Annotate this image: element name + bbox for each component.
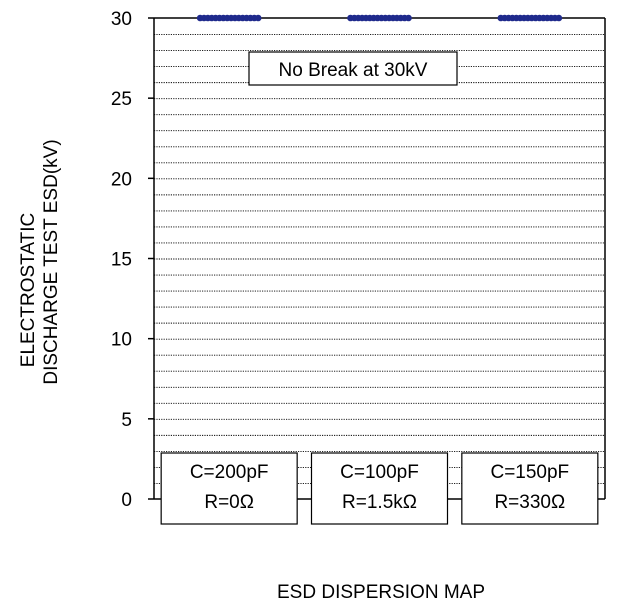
y-tick-label: 25 xyxy=(111,89,132,110)
annotation-box xyxy=(248,51,458,86)
group-label-capacitance: C=200pF xyxy=(190,462,269,483)
group-label-resistance: R=0Ω xyxy=(204,492,254,513)
group-box xyxy=(461,452,599,525)
annotation-layer: No Break at 30kV xyxy=(248,51,458,86)
group-label-resistance: R=330Ω xyxy=(494,492,565,513)
group-label-capacitance: C=150pF xyxy=(490,462,569,483)
data-points xyxy=(196,14,563,22)
data-point xyxy=(555,14,563,22)
data-point xyxy=(405,14,412,22)
group-box xyxy=(310,452,449,525)
y-axis-label-line-2: DISCHARGE TEST ESD(kV) xyxy=(41,139,62,384)
y-tick-label: 10 xyxy=(111,330,132,351)
y-tick-label: 15 xyxy=(111,250,132,271)
y-tick-label: 5 xyxy=(121,410,132,431)
group-label-capacitance: C=100pF xyxy=(340,462,419,483)
y-tick-label: 30 xyxy=(111,9,132,30)
x-axis-label: ESD DISPERSION MAP xyxy=(277,582,485,603)
plot-frame xyxy=(153,17,606,500)
y-tick-label: 0 xyxy=(121,490,132,511)
y-tick-label: 20 xyxy=(111,169,132,190)
group-box xyxy=(160,452,298,525)
data-point xyxy=(254,14,262,22)
y-axis-label-line-1: ELECTROSTATIC xyxy=(18,213,39,367)
group-label-boxes: C=200pF R=0Ω C=100pF R=1.5kΩ C=150pF R=330Ω xyxy=(160,452,599,525)
grid-lines xyxy=(154,34,605,484)
annotation-text: No Break at 30kV xyxy=(279,60,428,81)
axis-labels: ELECTROSTATIC DISCHARGE TEST ESD(kV) ESD… xyxy=(18,139,485,603)
y-axis-ticks: 0 5 10 15 20 25 30 xyxy=(111,9,154,511)
group-label-resistance: R=1.5kΩ xyxy=(342,492,417,513)
